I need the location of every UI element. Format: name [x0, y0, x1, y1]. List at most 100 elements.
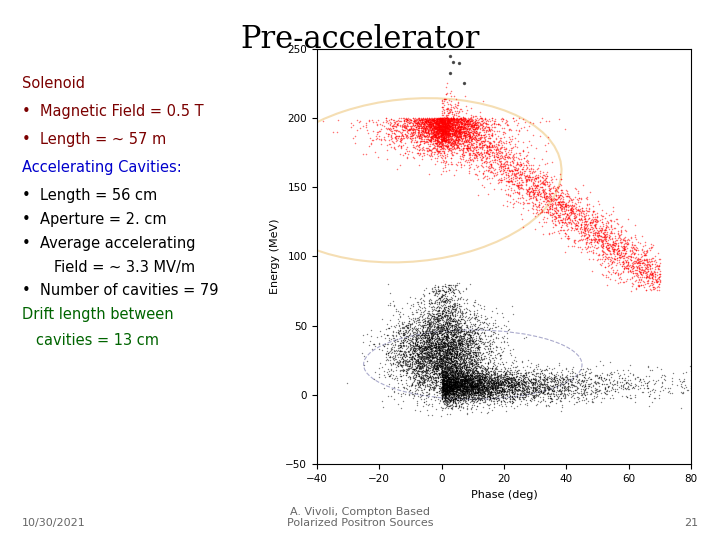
Point: [426, 376, 438, 385]
Point: [637, 259, 649, 267]
Point: [583, 200, 595, 208]
Point: [441, 387, 452, 395]
Point: [447, 373, 459, 382]
Point: [475, 382, 487, 390]
Point: [485, 117, 496, 126]
Point: [436, 140, 447, 149]
Point: [438, 388, 449, 396]
Point: [522, 392, 534, 401]
Point: [559, 232, 570, 241]
Point: [449, 114, 460, 123]
Point: [450, 323, 462, 332]
Point: [529, 376, 541, 384]
Point: [441, 382, 452, 390]
Point: [462, 114, 474, 123]
Point: [445, 380, 456, 389]
Point: [422, 333, 433, 341]
Point: [404, 349, 415, 358]
Point: [593, 197, 604, 206]
Point: [506, 384, 518, 393]
Point: [418, 138, 430, 147]
Point: [528, 393, 540, 402]
Point: [442, 381, 454, 390]
Point: [474, 337, 485, 346]
Point: [459, 392, 470, 401]
Point: [623, 385, 634, 394]
Point: [521, 150, 532, 159]
Point: [437, 373, 449, 382]
Point: [449, 130, 461, 139]
Point: [467, 377, 479, 386]
Point: [471, 378, 482, 387]
Point: [513, 386, 525, 395]
Point: [415, 348, 426, 357]
Point: [468, 337, 480, 346]
Point: [559, 384, 570, 393]
Point: [437, 122, 449, 130]
Point: [448, 395, 459, 403]
Point: [617, 259, 629, 268]
Point: [435, 129, 446, 138]
Point: [386, 134, 397, 143]
Point: [508, 369, 520, 378]
Point: [432, 364, 444, 373]
Point: [400, 367, 411, 375]
Point: [402, 343, 413, 352]
Point: [500, 386, 511, 395]
Point: [423, 356, 435, 365]
Point: [384, 316, 396, 325]
Point: [447, 370, 459, 379]
Point: [431, 330, 442, 339]
Point: [549, 206, 560, 214]
Point: [538, 218, 549, 226]
Point: [378, 342, 390, 350]
Point: [442, 322, 454, 330]
Point: [633, 245, 644, 254]
Point: [481, 142, 492, 151]
Point: [433, 122, 445, 130]
Point: [449, 352, 460, 361]
Point: [445, 338, 456, 346]
Point: [441, 372, 452, 380]
Point: [445, 368, 456, 377]
Point: [423, 342, 435, 350]
Point: [373, 364, 384, 373]
Point: [450, 126, 462, 135]
Point: [444, 122, 455, 131]
Point: [609, 237, 621, 246]
Point: [483, 158, 495, 167]
Point: [479, 381, 490, 389]
Point: [429, 363, 441, 372]
Point: [472, 340, 483, 348]
Point: [470, 376, 482, 384]
Point: [474, 139, 485, 148]
Point: [372, 153, 384, 162]
Point: [420, 338, 431, 347]
Point: [417, 373, 428, 381]
Point: [642, 379, 653, 387]
Point: [477, 116, 488, 124]
Point: [463, 375, 474, 383]
Point: [428, 148, 440, 157]
Point: [477, 386, 489, 394]
Point: [452, 157, 464, 166]
Point: [453, 319, 464, 327]
Point: [470, 374, 482, 382]
Point: [468, 153, 480, 162]
Point: [443, 371, 454, 380]
Point: [567, 381, 578, 389]
Point: [552, 194, 563, 203]
Point: [464, 336, 475, 345]
Point: [600, 239, 612, 247]
Point: [392, 353, 404, 361]
Point: [456, 388, 467, 396]
Point: [452, 341, 464, 349]
Point: [445, 370, 456, 379]
Point: [480, 143, 492, 151]
Point: [448, 315, 459, 324]
Point: [436, 135, 447, 144]
Point: [497, 385, 508, 394]
Point: [415, 363, 426, 372]
Point: [503, 171, 514, 180]
Point: [451, 340, 462, 349]
